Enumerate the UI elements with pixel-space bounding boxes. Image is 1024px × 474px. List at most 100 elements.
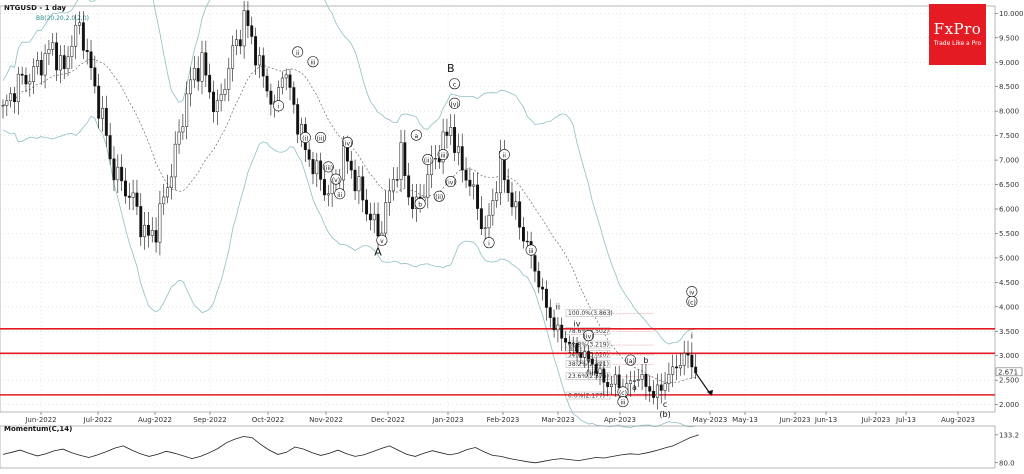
candle-body xyxy=(108,135,112,160)
momentum-plot: 133.2 80.0 xyxy=(0,425,1019,469)
candle-body xyxy=(525,240,529,243)
wave-label: iv xyxy=(574,319,581,328)
candle-body xyxy=(81,22,85,51)
candle-body xyxy=(242,10,246,47)
y-tick-label: 2.000 xyxy=(999,401,1019,409)
candle-body xyxy=(51,42,55,50)
candle-body xyxy=(468,179,472,187)
wave-label-circled: iii xyxy=(620,400,625,407)
x-tick-label: Jul-2023 xyxy=(861,416,891,424)
candle-body xyxy=(671,366,675,375)
candle-body xyxy=(533,255,537,272)
momentum-series-line xyxy=(2,434,699,464)
wave-label-circle xyxy=(437,149,449,161)
candle-body xyxy=(667,374,671,384)
wave-label-circled: (ii) xyxy=(435,194,443,201)
candle-body xyxy=(5,100,9,106)
candle-body xyxy=(445,131,449,136)
candle-body xyxy=(223,89,227,95)
candle-body xyxy=(648,386,652,392)
fxpro-logo: FxPro Trade Like a Pro xyxy=(929,4,986,65)
candle-body xyxy=(579,352,583,358)
x-tick-label: Sep-2022 xyxy=(193,416,227,424)
forecast-arrow-line xyxy=(695,372,712,396)
candle-body xyxy=(269,90,273,105)
candle-body xyxy=(288,74,292,88)
candle-body xyxy=(20,73,24,76)
candle-body xyxy=(433,158,437,160)
candle-body xyxy=(227,68,231,90)
candle-body xyxy=(185,93,189,127)
candle-body xyxy=(9,93,13,102)
wave-label-circle xyxy=(414,198,426,210)
candle-body xyxy=(495,192,499,201)
wave-label-circled: (a) xyxy=(626,358,634,365)
candle-body xyxy=(487,214,491,229)
wave-label: iii xyxy=(570,344,577,353)
x-tick-label: Feb-2023 xyxy=(487,416,520,424)
x-tick-label: Oct-2022 xyxy=(252,416,284,424)
candle-body xyxy=(617,374,621,388)
candle-body xyxy=(491,200,495,216)
candle-body xyxy=(277,87,280,103)
candle-body xyxy=(353,169,357,192)
candle-body xyxy=(43,53,47,76)
candle-body xyxy=(254,36,258,66)
y-tick-label: 7.500 xyxy=(999,132,1019,140)
wave-label-circled: (iv) xyxy=(342,140,352,147)
candle-body xyxy=(411,196,414,210)
bollinger-upper-band xyxy=(2,0,696,345)
wave-label-circled: iv xyxy=(689,290,695,297)
fibonacci-label-box xyxy=(565,372,611,380)
x-tick-label: May-13 xyxy=(732,416,758,424)
candle-body xyxy=(453,127,457,153)
fibonacci-label: 0.0%(2.177) xyxy=(568,393,605,400)
candle-body xyxy=(311,159,315,175)
candle-body xyxy=(89,51,93,68)
candle-body xyxy=(514,201,518,208)
y-tick-label: 10.000 xyxy=(999,10,1024,18)
candle-body xyxy=(441,131,445,163)
wave-label-circle xyxy=(299,132,311,144)
candle-body xyxy=(204,52,208,76)
x-tick-label: Jun-2022 xyxy=(24,416,56,424)
wave-label-circled: (ii) xyxy=(424,158,432,165)
candle-body xyxy=(376,213,380,237)
wave-label-circled: (c) xyxy=(619,390,627,397)
wave-label-circle xyxy=(449,97,461,109)
candle-body xyxy=(652,391,656,398)
candle-body xyxy=(395,179,399,181)
candle-body xyxy=(629,380,633,384)
wave-label-circle xyxy=(449,78,461,90)
candle-body xyxy=(464,169,468,181)
candle-body xyxy=(85,50,89,52)
candle-body xyxy=(234,39,238,47)
candle-body xyxy=(476,184,479,209)
candle-body xyxy=(357,176,361,192)
candle-body xyxy=(686,353,690,356)
wave-label-circled: (iii) xyxy=(438,153,448,160)
candle-body xyxy=(345,145,349,162)
candle-body xyxy=(384,202,388,234)
candle-body xyxy=(388,190,391,203)
candle-body xyxy=(598,368,602,374)
wave-label-circled: c xyxy=(453,82,456,89)
candle-body xyxy=(1,105,5,107)
momentum-tick-label: 133.2 xyxy=(999,431,1019,439)
candle-body xyxy=(479,208,483,230)
x-tick-label: Jun-13 xyxy=(814,416,837,424)
chart-title: NTGUSD - 1 day xyxy=(4,4,67,12)
wave-label: (b) xyxy=(659,410,670,419)
candle-body xyxy=(177,131,181,145)
x-tick-label: May-2023 xyxy=(693,416,728,424)
candle-body xyxy=(556,324,560,331)
candle-body xyxy=(127,195,131,198)
wave-label-circled: ii xyxy=(503,153,507,160)
candle-body xyxy=(307,149,311,160)
candle-body xyxy=(323,179,326,196)
wave-label-circle xyxy=(625,354,637,366)
candle-body xyxy=(39,60,43,76)
x-tick-label: Dec-2022 xyxy=(371,416,405,424)
wave-label-circle xyxy=(376,234,388,246)
candle-body xyxy=(319,160,323,180)
